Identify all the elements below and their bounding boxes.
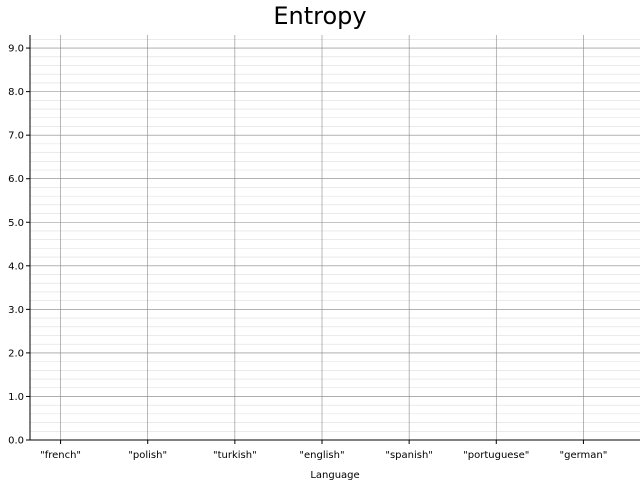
y-tick-label: 4.0 (8, 261, 24, 272)
y-tick-label: 8.0 (8, 87, 24, 98)
chart-title: Entropy (273, 2, 366, 30)
x-tick-labels: "french" "polish" "turkish" "english" "spani… (40, 440, 607, 461)
x-axis-label: Language (310, 470, 359, 480)
y-tick-label: 7.0 (8, 131, 24, 142)
x-tick-label: "portuguese" (463, 450, 529, 461)
y-tick-label: 3.0 (8, 305, 24, 316)
x-tick-label: "spanish" (385, 450, 433, 461)
y-tick-label: 1.0 (8, 392, 24, 403)
y-tick-label: 0.0 (8, 436, 24, 447)
x-tick-label: "polish" (128, 450, 167, 461)
y-tick-label: 9.0 (8, 44, 24, 55)
x-tick-label: "turkish" (213, 450, 257, 461)
axes-group (29, 35, 640, 441)
grid-lines (30, 35, 640, 441)
y-tick-label: 6.0 (8, 174, 24, 185)
y-tick-label: 2.0 (8, 348, 24, 359)
x-tick-label: "english" (299, 450, 344, 461)
y-tick-label: 5.0 (8, 218, 24, 229)
x-tick-label: "french" (40, 450, 81, 461)
y-tick-labels: 0.0 1.0 2.0 3.0 4.0 5.0 6.0 7.0 8.0 9.0 (8, 44, 30, 447)
x-tick-label: "german" (560, 450, 608, 461)
